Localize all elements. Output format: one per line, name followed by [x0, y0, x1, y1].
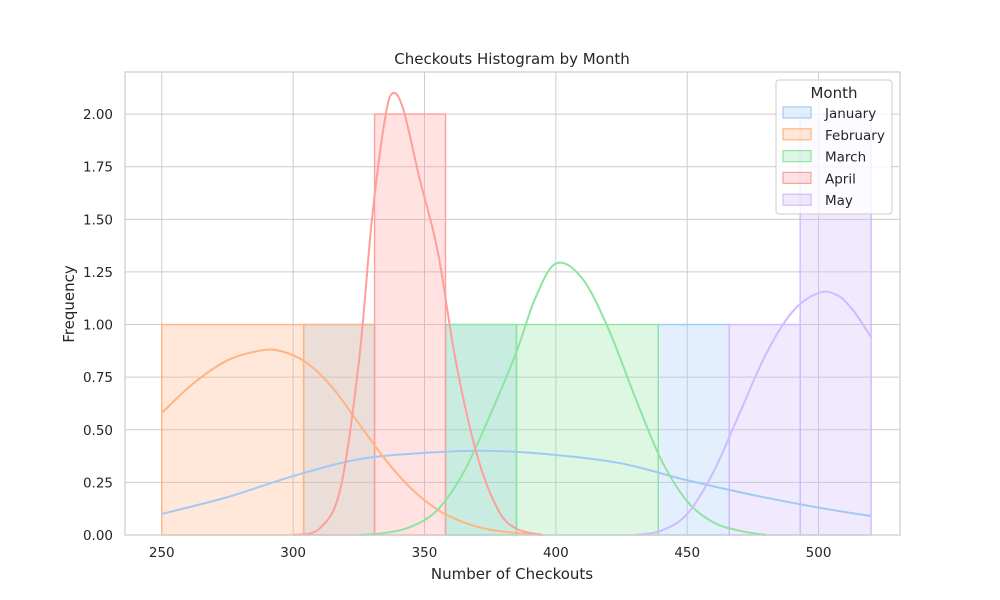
y-tick-label: 1.50 [83, 212, 113, 228]
legend-title: Month [810, 84, 857, 102]
kde-line-january [161, 449, 872, 518]
x-tick-label: 450 [674, 545, 700, 561]
y-tick-label: 1.75 [83, 160, 113, 176]
legend-items: January February March April May [782, 106, 885, 209]
frame-layer [124, 71, 901, 536]
bar-april [373, 113, 447, 536]
y-tick-label: 0.25 [83, 475, 113, 491]
bar-march [515, 323, 660, 536]
x-tick-label: 250 [149, 545, 175, 561]
y-tick-label: 0.00 [83, 528, 113, 544]
bar-march [444, 323, 518, 536]
kde-layer [161, 91, 872, 536]
y-tick-label: 2.00 [83, 107, 113, 123]
ticks-layer: 250 300 350 400 450 500 0.00 0.25 0.50 0.75 1.00 1.… [83, 107, 832, 561]
y-tick-label: 1.25 [83, 265, 113, 281]
y-tick-label: 0.50 [83, 423, 113, 439]
bar-february [161, 323, 305, 536]
x-tick-label: 300 [280, 545, 306, 561]
legend-label-april: April [825, 171, 856, 187]
legend: Month January February March April May [775, 79, 893, 215]
chart-title: Checkouts Histogram by Month [394, 50, 630, 68]
kde-line-february [161, 348, 543, 536]
x-tick-label: 400 [543, 545, 569, 561]
kde-line-april [292, 91, 543, 536]
y-tick-label: 1.00 [83, 318, 113, 334]
kde-line-may [634, 290, 872, 536]
legend-label-february: February [825, 128, 885, 144]
bar-may [728, 323, 801, 536]
legend-swatch-may [782, 193, 812, 206]
y-axis-label: Frequency [60, 265, 78, 343]
bars-layer [161, 113, 872, 536]
x-tick-label: 500 [806, 545, 832, 561]
legend-swatch-february [782, 128, 812, 141]
x-axis-label: Number of Checkouts [431, 565, 593, 583]
legend-label-march: March [825, 150, 866, 166]
legend-swatch-april [782, 171, 812, 184]
legend-swatch-january [782, 106, 812, 119]
legend-label-may: May [825, 193, 853, 209]
legend-box [775, 79, 893, 215]
bar-january [657, 323, 730, 536]
x-tick-label: 350 [412, 545, 438, 561]
plot-frame [124, 71, 901, 536]
legend-swatch-march [782, 150, 812, 163]
y-tick-label: 0.75 [83, 370, 113, 386]
legend-label-january: January [824, 106, 876, 122]
